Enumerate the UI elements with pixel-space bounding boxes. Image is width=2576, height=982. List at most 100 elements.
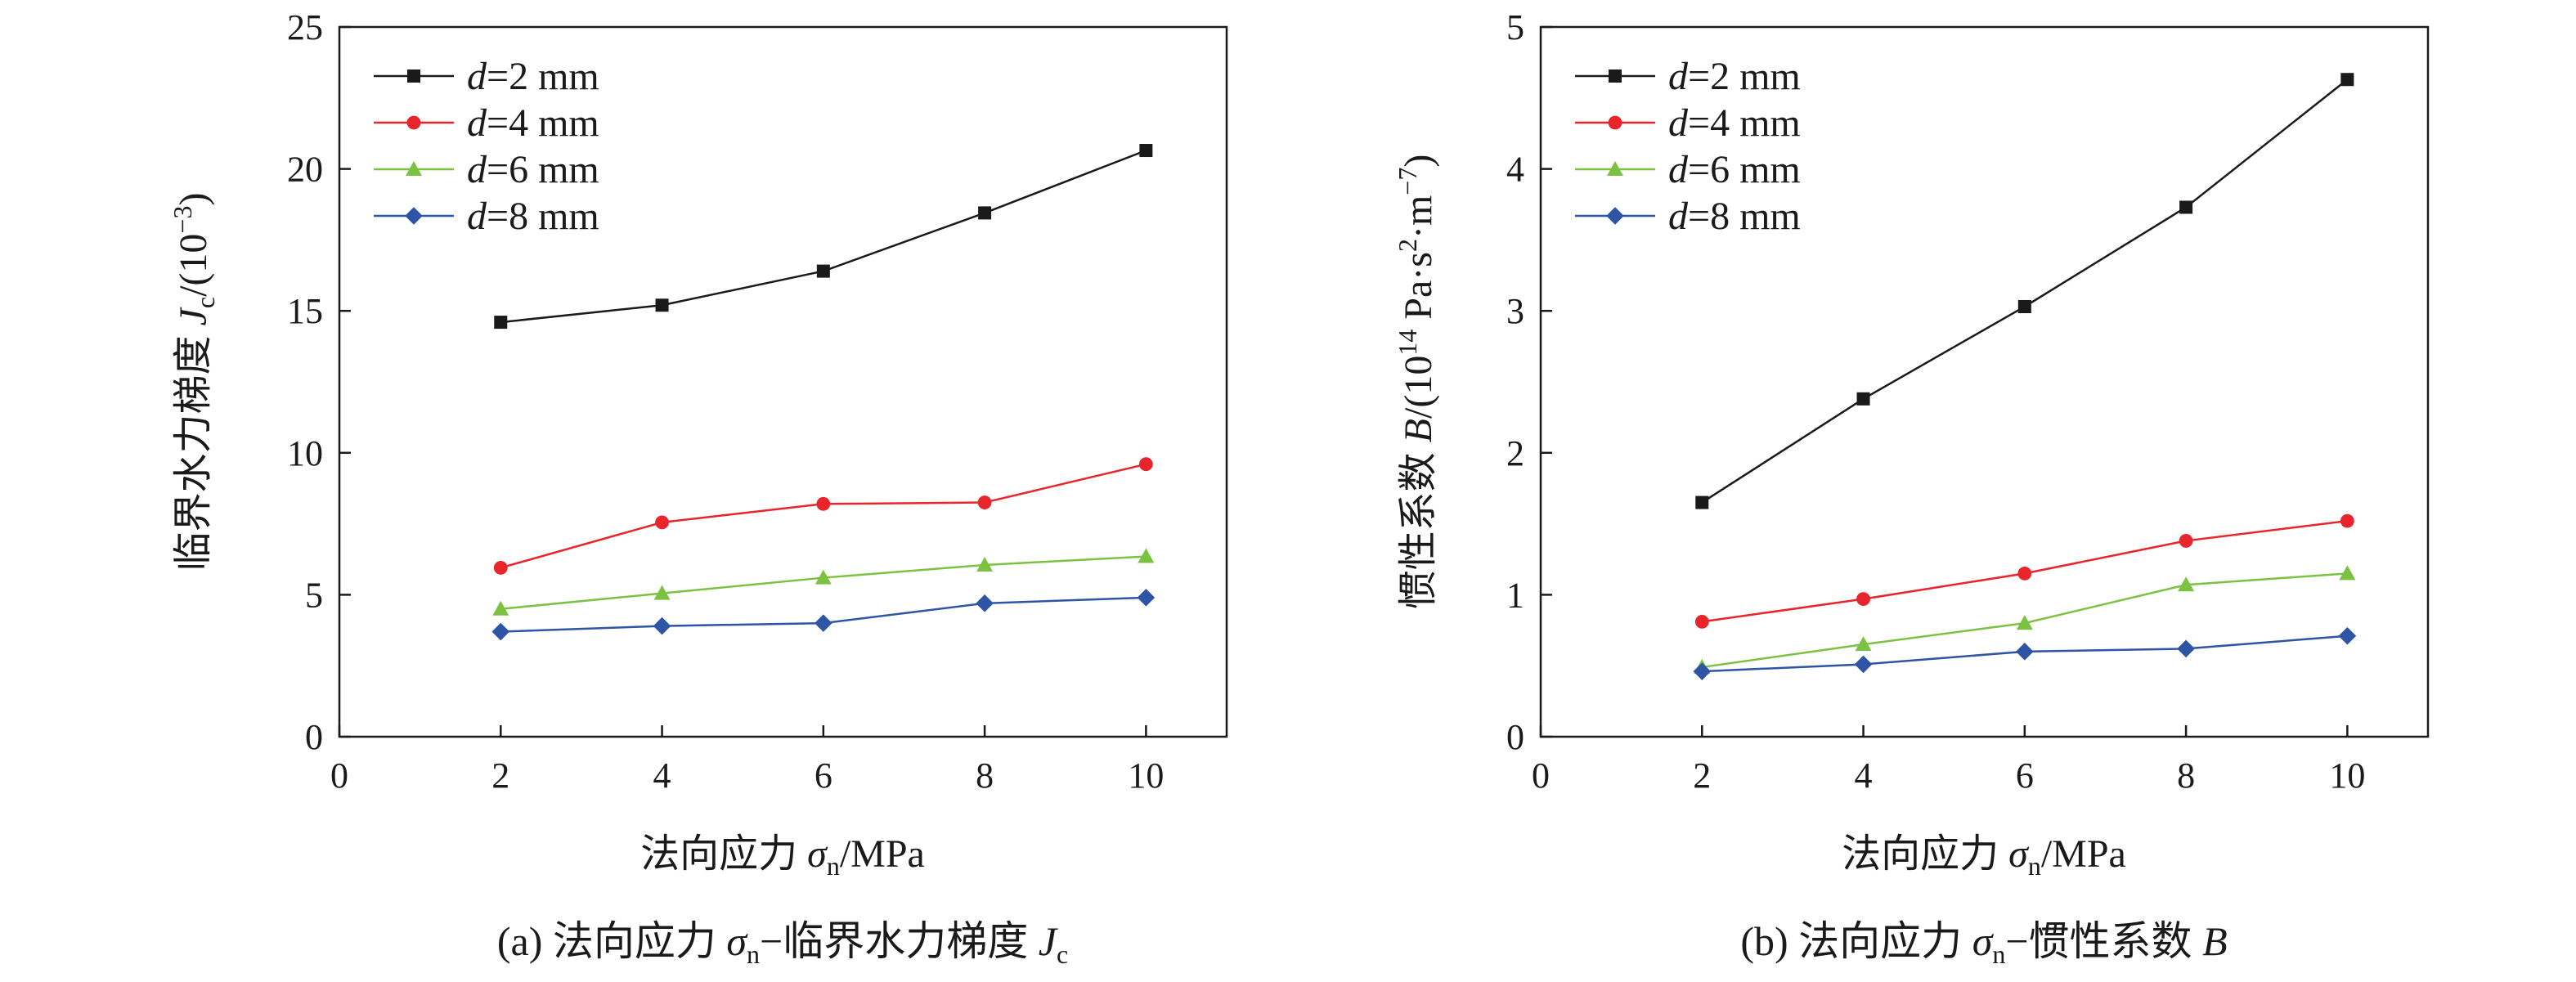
- legend-marker: [406, 161, 422, 176]
- data-point: [1137, 589, 1156, 607]
- y-tick-label: 5: [1506, 7, 1524, 47]
- legend-item: d=2 mm: [1575, 55, 1801, 98]
- legend-marker-shape: [405, 207, 423, 225]
- data-point: [2179, 200, 2193, 214]
- caption-variable: J: [1039, 918, 1059, 964]
- data-point: [2340, 73, 2354, 87]
- data-point: [2016, 615, 2033, 630]
- plot-frame: [338, 25, 1228, 738]
- legend-marker: [1606, 207, 1624, 225]
- legend-var: d: [467, 55, 487, 98]
- data-point: [816, 264, 830, 278]
- legend-var: d: [467, 195, 487, 238]
- legend-label: d=4 mm: [1668, 101, 1801, 145]
- legend-item: d=6 mm: [1575, 148, 1801, 191]
- legend-var: d: [1668, 195, 1689, 238]
- y-tick-label: 0: [305, 717, 323, 757]
- y-axis-variable: B: [1397, 419, 1440, 442]
- x-tick-label: 2: [491, 756, 509, 796]
- legend-label: d=2 mm: [1668, 55, 1801, 98]
- data-point: [978, 206, 992, 220]
- data-point: [653, 585, 671, 600]
- data-point: [494, 316, 508, 330]
- legend-marker: [1609, 70, 1622, 83]
- legend-marker-shape: [406, 161, 422, 176]
- data-point: [1138, 457, 1153, 472]
- y-axis-label-text: 惯性系数: [1397, 442, 1440, 609]
- x-tick-label: 8: [976, 756, 994, 796]
- caption-variable: B: [2202, 918, 2228, 964]
- data-point: [815, 614, 832, 632]
- legend-rest: =2 mm: [487, 55, 599, 98]
- legend-marker-shape: [1606, 207, 1624, 225]
- x-tick-label: 2: [1693, 756, 1711, 796]
- legend-marker: [1608, 115, 1622, 130]
- y-tick-label: 3: [1506, 291, 1524, 331]
- legend-rest: =2 mm: [1688, 55, 1801, 98]
- data-point: [1856, 592, 1870, 607]
- series-marks: [491, 144, 1156, 641]
- legend-rest: =4 mm: [487, 101, 599, 145]
- legend-marker: [406, 115, 421, 130]
- data-point: [816, 496, 831, 511]
- caption-variable-subscript: c: [1057, 939, 1068, 969]
- x-axis-label-text: 法向应力: [1842, 832, 2008, 876]
- legend-rest: =8 mm: [1688, 195, 1801, 238]
- legend-item: d=4 mm: [1575, 101, 1801, 145]
- series-line: [500, 463, 1147, 569]
- y-axis-variable: J: [172, 306, 215, 325]
- x-tick-label: 0: [1532, 756, 1550, 796]
- y-axis-label: 临界水力梯度 Jc/(10−3): [168, 193, 220, 572]
- x-tick-label: 6: [2016, 756, 2034, 796]
- data-point: [2177, 639, 2195, 658]
- legend-item: d=8 mm: [374, 195, 599, 238]
- legend-label: d=8 mm: [467, 195, 599, 238]
- legend-rest: =6 mm: [487, 148, 599, 191]
- legend-marker-shape: [407, 70, 420, 83]
- data-point: [1854, 655, 1873, 674]
- data-point: [655, 515, 669, 530]
- data-point: [2338, 626, 2357, 645]
- x-axis-symbol: σ: [807, 832, 828, 876]
- y-axis-unit-close: ): [1397, 155, 1440, 168]
- y-axis-label-text: 临界水力梯度: [172, 325, 215, 571]
- y-axis-unit: /(10: [1397, 356, 1440, 419]
- data-point: [977, 495, 992, 509]
- caption-subscript: n: [1992, 939, 2005, 969]
- legend-rest: =6 mm: [1688, 148, 1801, 191]
- x-tick-label: 4: [1855, 756, 1873, 796]
- series-marks: [1693, 73, 2357, 680]
- y-axis-unit-exponent: −3: [168, 206, 197, 234]
- x-axis-unit: /MPa: [2041, 832, 2126, 876]
- data-point: [976, 556, 994, 572]
- y-tick-label: 4: [1506, 150, 1524, 190]
- data-point: [1139, 144, 1153, 158]
- x-tick-label: 6: [815, 756, 832, 796]
- data-point: [491, 622, 510, 641]
- y-axis-unit-close: ): [172, 193, 215, 206]
- panel-caption: (a) 法向应力 σn−临界水力梯度 Jc: [497, 918, 1068, 969]
- x-tick-label: 10: [1128, 756, 1164, 796]
- y-tick-label: 5: [305, 575, 323, 615]
- data-point: [493, 561, 508, 575]
- y-tick-label: 0: [1506, 717, 1524, 757]
- y-axis-unit: /(10: [172, 234, 215, 297]
- x-axis-label-text: 法向应力: [640, 832, 807, 876]
- data-point: [1856, 392, 1870, 406]
- legend-label: d=8 mm: [1668, 195, 1801, 238]
- legend-label: d=6 mm: [467, 148, 599, 191]
- caption-subscript: n: [747, 939, 760, 969]
- legend-rest: =4 mm: [1688, 101, 1801, 145]
- legend-label: d=2 mm: [467, 55, 599, 98]
- data-point: [1855, 636, 1872, 652]
- caption-text: −临界水力梯度: [760, 918, 1039, 964]
- legend-label: d=4 mm: [467, 101, 599, 145]
- x-axis-label: 法向应力 σn/MPa: [640, 832, 925, 881]
- data-point: [2340, 513, 2354, 528]
- data-point: [655, 298, 669, 312]
- legend: d=2 mm d=4 mm d=6 mm d=8 mm: [374, 55, 599, 238]
- x-axis-subscript: n: [2028, 851, 2041, 881]
- x-tick-label: 10: [2329, 756, 2365, 796]
- data-point: [1694, 614, 1709, 629]
